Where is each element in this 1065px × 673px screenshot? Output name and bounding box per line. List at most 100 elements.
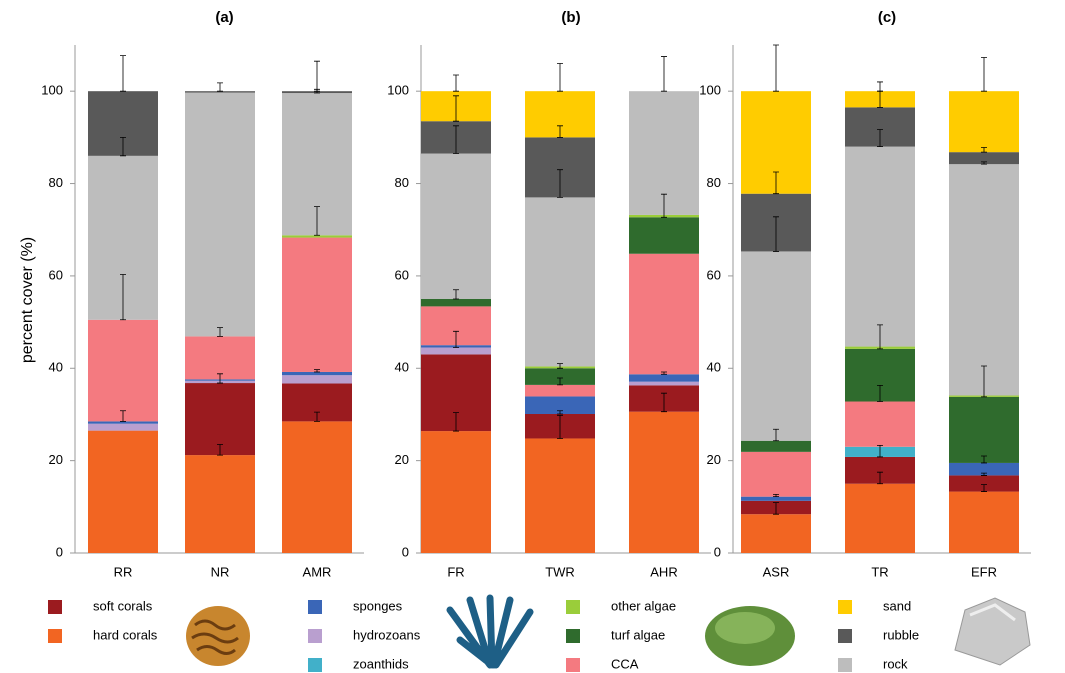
error-bar [773,428,779,442]
bar-segment [421,431,491,553]
y-tick-label: 0 [402,544,409,559]
y-tick-label: 100 [387,83,409,98]
error-bar [557,377,563,386]
legend-label: other algae [611,598,676,613]
panel-title: (c) [878,9,896,26]
legend-swatch [48,629,62,643]
error-bar [217,444,223,456]
error-bar [773,216,779,252]
bar-segment [282,371,352,376]
y-tick-label: 60 [49,267,63,282]
bar-segment [741,440,811,452]
error-bar [661,56,667,92]
error-bar [453,125,459,154]
legend-label: rock [883,656,908,671]
error-bar [981,147,987,153]
legend-label: turf algae [611,627,665,642]
error-bar [217,82,223,92]
legend-swatch [566,600,580,614]
legend-swatch [308,600,322,614]
bar-segment [421,153,491,299]
y-tick-label: 60 [395,267,409,282]
bar-segment [741,251,811,441]
y-tick-label: 20 [707,452,721,467]
error-bar [981,484,987,492]
error-bar [453,412,459,432]
error-bar [453,289,459,300]
y-tick-label: 40 [707,360,721,375]
legend-swatch [48,600,62,614]
error-bar [981,365,987,398]
error-bar [314,411,320,422]
error-bar [314,206,320,236]
panel-title: (b) [561,9,580,26]
bar-segment [282,421,352,553]
y-tick-label: 80 [49,175,63,190]
error-bar [120,55,126,92]
legend-label: sand [883,598,911,613]
bar-segment [845,483,915,553]
error-bar [981,161,987,165]
bar-segment [185,91,255,93]
error-bar [557,410,563,415]
error-bar [773,502,779,515]
error-bar [661,371,667,375]
error-bar [773,171,779,195]
bar-segment [525,438,595,553]
legend-swatch [838,658,852,672]
bar-segment [185,92,255,337]
bar-segment [282,237,352,372]
bar-segment [525,396,595,414]
y-tick-label: 0 [714,544,721,559]
bar-segment [282,235,352,238]
y-tick-label: 0 [56,544,63,559]
y-tick-label: 80 [395,175,409,190]
error-bar [314,369,320,373]
error-bar [877,471,883,485]
error-bar [557,125,563,138]
legend-label: rubble [883,627,919,642]
coral-icon [186,606,250,666]
error-bar [773,493,779,498]
legend-label: sponges [353,598,403,613]
x-tick-label: EFR [971,564,997,579]
legend-label: CCA [611,656,639,671]
x-tick-label: AHR [650,564,677,579]
error-bar [314,60,320,92]
bar-segment [88,319,158,422]
error-bar [557,414,563,439]
error-bar [120,274,126,321]
error-bar [453,74,459,92]
legend-label: soft corals [93,598,153,613]
x-tick-label: NR [211,564,230,579]
bar-segment [88,421,158,424]
bar-segment [949,164,1019,396]
error-bar [877,324,883,350]
bar-segment [741,451,811,497]
y-axis-label: percent cover (%) [19,237,36,363]
bar-segment [185,383,255,456]
y-tick-label: 80 [707,175,721,190]
bar-segment [185,336,255,380]
error-bar [981,472,987,476]
y-tick-label: 40 [49,360,63,375]
bar-segment [282,375,352,384]
error-bar [557,63,563,92]
error-bar [217,327,223,337]
bar-segment [88,430,158,553]
bar-segment [629,381,699,386]
y-tick-label: 100 [41,83,63,98]
y-tick-label: 100 [699,83,721,98]
bar-segment [185,455,255,553]
y-tick-label: 20 [49,452,63,467]
x-tick-label: TR [871,564,888,579]
error-bar [120,136,126,157]
bar-segment [949,491,1019,553]
legend-swatch [308,629,322,643]
bar-segment [949,462,1019,476]
error-bar [661,392,667,413]
panel-title: (a) [215,9,233,26]
x-tick-label: TWR [545,564,575,579]
